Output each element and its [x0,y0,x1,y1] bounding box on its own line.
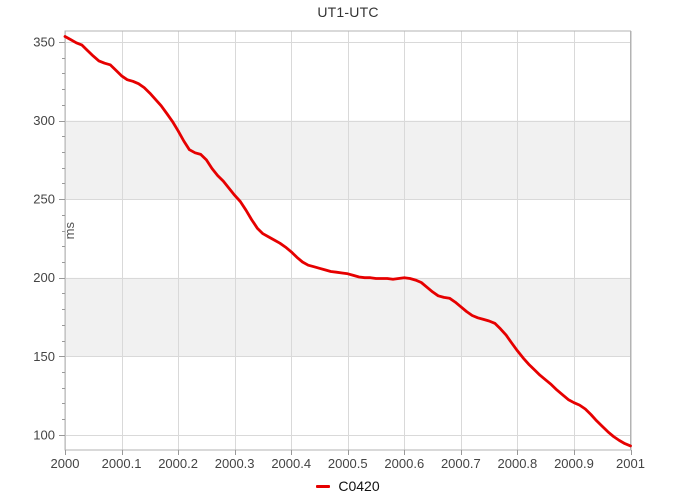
legend-line-swatch-icon [316,484,331,488]
chart-title: UT1-UTC [317,4,379,20]
x-tick-label: 2000.8 [498,456,538,471]
y-axis-label: ms [62,222,77,240]
legend-series-label: C0420 [338,478,380,494]
shaded-band [65,120,631,200]
legend: C0420 [65,476,631,496]
y-tick-label: 300 [33,113,55,128]
x-tick-label: 2000.4 [271,456,311,471]
y-tick-label: 150 [33,349,55,364]
grid-lines [65,31,632,450]
y-tick-label: 350 [33,35,55,50]
x-tick-label: 2000 [51,456,80,471]
y-tick-label: 200 [33,270,55,285]
y-tick-label: 100 [33,427,55,442]
y-tick-labels: 100 150 200 250 300 350 [33,35,55,443]
x-tick-label: 2000.2 [158,456,198,471]
axis-ticks [59,42,632,455]
shaded-band [65,277,631,357]
x-tick-label: 2000.5 [328,456,368,471]
x-tick-label: 2000.6 [384,456,424,471]
x-tick-label: 2000.3 [215,456,255,471]
x-tick-labels: 2000 2000.1 2000.2 2000.3 2000.4 2000.5 2000.6… [51,456,645,471]
x-tick-label: 2000.9 [554,456,594,471]
shaded-bands [65,120,631,357]
x-tick-label: 2000.1 [102,456,142,471]
y-tick-label: 250 [33,192,55,207]
plot-border [64,30,631,451]
data-series-line [63,35,632,448]
x-tick-label: 2000.7 [441,456,481,471]
x-tick-label: 2001 [616,456,645,471]
